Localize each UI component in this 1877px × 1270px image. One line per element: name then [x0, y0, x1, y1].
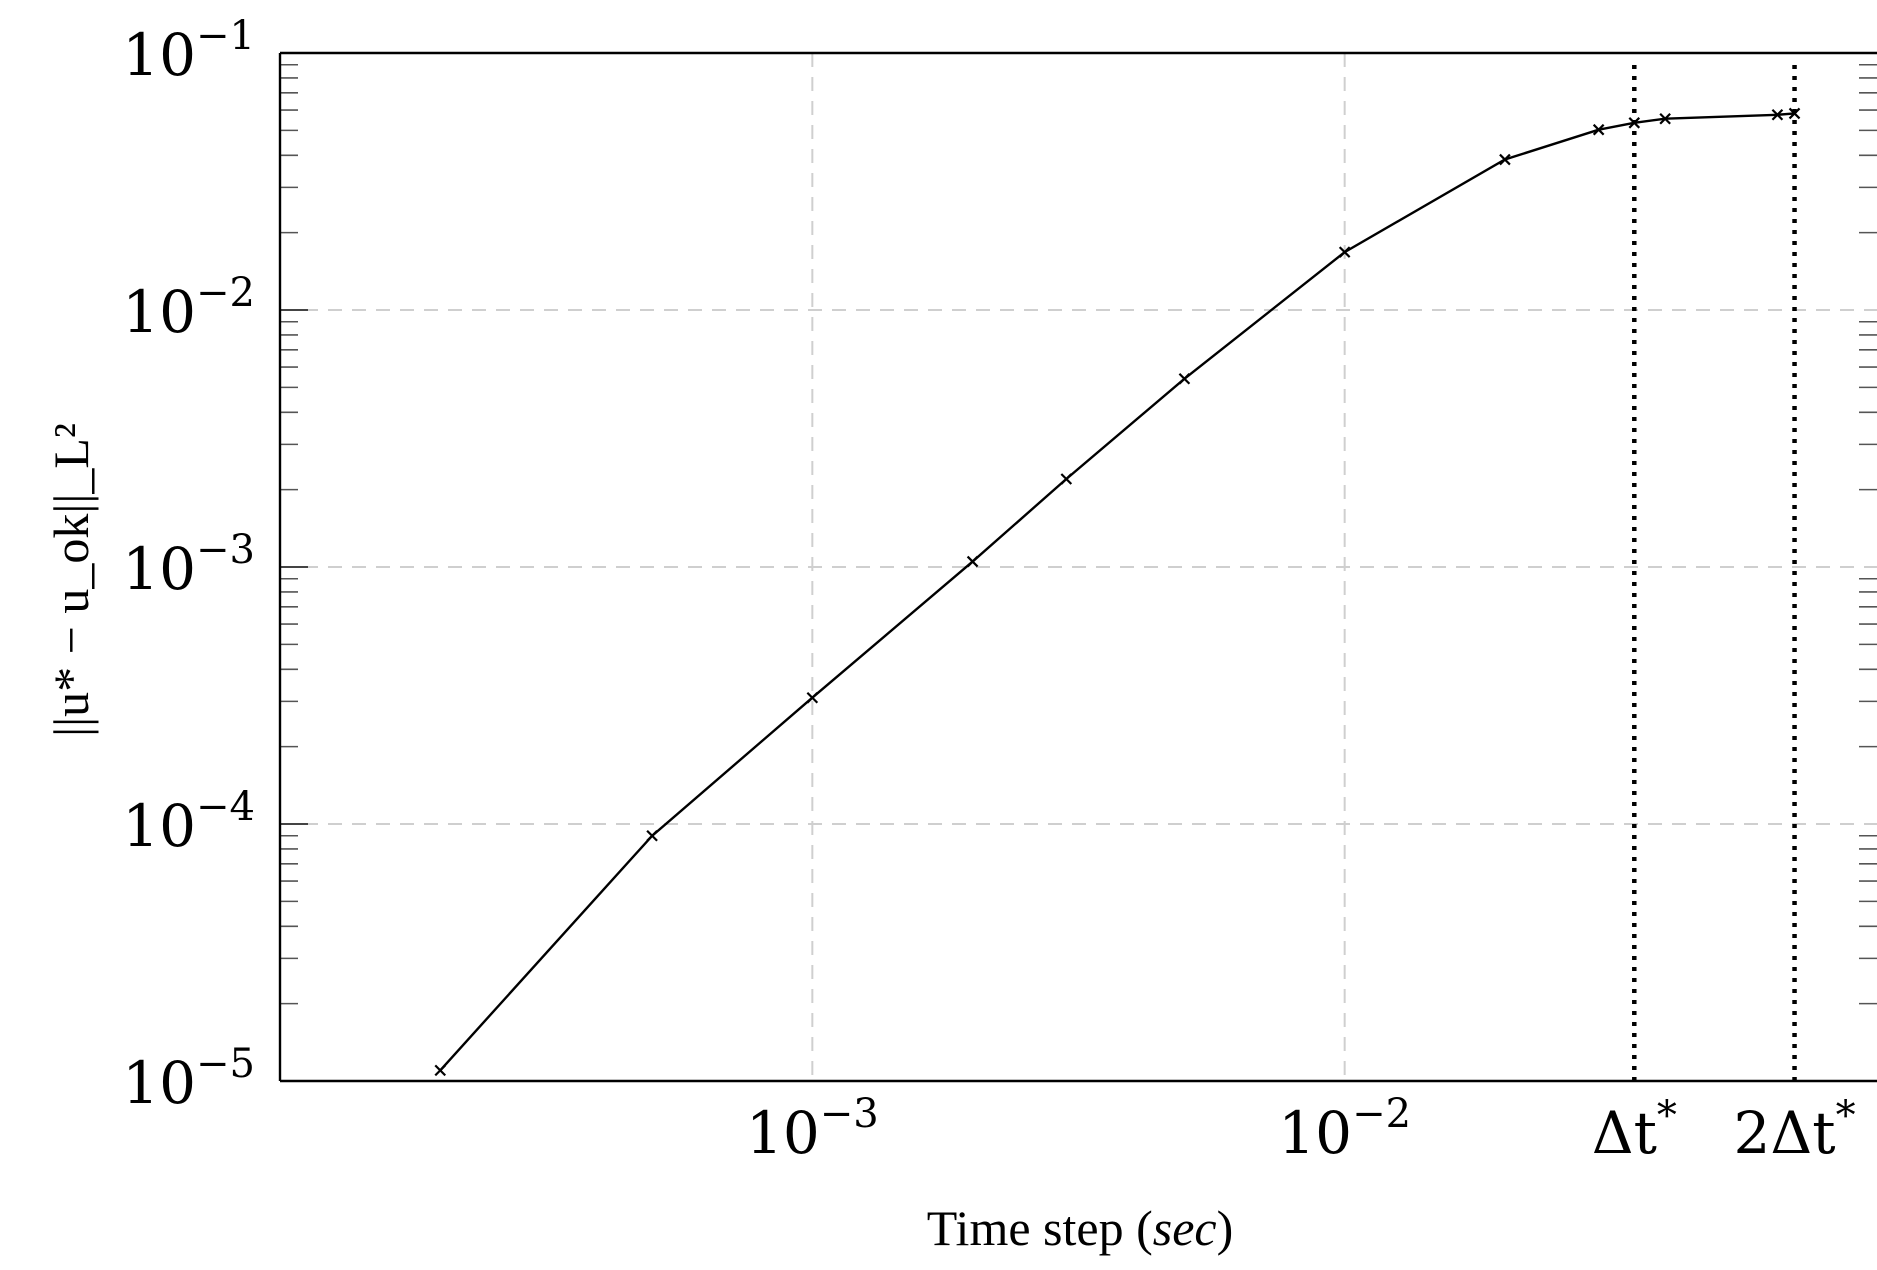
marker-stroke	[1592, 123, 1605, 136]
y-tick-exponent: −4	[196, 784, 255, 830]
minor-ticks	[280, 52, 1877, 1082]
x-axis-unit-open: (	[1136, 1200, 1153, 1256]
y-tick-base: 10	[122, 1049, 196, 1117]
data-point-marker	[646, 829, 658, 842]
marker-stroke	[806, 691, 819, 704]
data-point-marker	[1060, 473, 1073, 485]
data-point-marker	[1659, 112, 1671, 125]
data-point-marker	[1628, 117, 1641, 129]
y-tick-exponent: −1	[196, 13, 255, 59]
marker-stroke	[1178, 372, 1191, 385]
y-tick-base: 10	[122, 278, 196, 346]
data-point-marker	[966, 555, 979, 568]
x-tick-label: 10−2	[1278, 1091, 1411, 1167]
grid	[280, 53, 1877, 1081]
marker-stroke	[1659, 112, 1671, 125]
y-tick-exponent: −3	[196, 527, 255, 573]
data-point-marker	[1771, 108, 1784, 121]
marker-stroke	[434, 1064, 447, 1077]
marker-stroke	[1788, 107, 1801, 120]
y-tick-label: 10−3	[122, 527, 255, 603]
y-axis-title: ||u* − u_ok||_L²	[43, 423, 99, 737]
reference-label-main: 2Δt	[1733, 1099, 1835, 1167]
y-tick-label: 10−2	[122, 270, 255, 346]
y-tick-label: 10−1	[122, 13, 255, 89]
x-axis-unit-close: )	[1217, 1200, 1234, 1256]
y-tick-exponent: −5	[196, 1041, 255, 1087]
y-tick-labels: 10−110−210−310−410−5	[122, 13, 255, 1117]
data-point-marker	[1499, 153, 1511, 166]
y-tick-base: 10	[122, 792, 196, 860]
y-tick-base: 10	[122, 21, 196, 89]
data-point-marker	[1338, 246, 1351, 258]
marker-stroke	[1628, 117, 1641, 129]
series-line	[439, 112, 1795, 1072]
x-axis-title: Time step (sec)	[927, 1200, 1233, 1256]
data-point-marker	[806, 691, 819, 704]
data-point-marker	[1592, 123, 1605, 136]
marker-stroke	[1338, 246, 1351, 258]
marker-stroke	[1060, 473, 1073, 485]
data-point-marker	[1178, 372, 1191, 385]
x-tick-labels: 10−3 10−2 Δt* 2Δt*	[746, 1091, 1856, 1167]
x-tick-exponent: −2	[1352, 1091, 1411, 1137]
marker-stroke	[1499, 153, 1511, 166]
reference-label-sup: *	[1836, 1093, 1856, 1139]
reference-label-main: Δt	[1592, 1099, 1657, 1167]
reference-line-label: Δt*	[1592, 1093, 1677, 1167]
data-point-marker	[434, 1064, 447, 1077]
x-tick-base: 10	[746, 1099, 820, 1167]
reference-line-label: 2Δt*	[1733, 1093, 1855, 1167]
data-point-marker	[1788, 107, 1801, 120]
y-tick-exponent: −2	[196, 270, 255, 316]
x-tick-label: 10−3	[746, 1091, 879, 1167]
x-tick-exponent: −3	[820, 1091, 879, 1137]
x-tick-base: 10	[1278, 1099, 1352, 1167]
reference-lines	[1632, 65, 1797, 1081]
marker-stroke	[966, 555, 979, 568]
x-axis-label: Time step	[927, 1200, 1124, 1256]
y-tick-label: 10−5	[122, 1041, 255, 1117]
x-axis-unit: sec	[1153, 1200, 1217, 1256]
axes-frame	[278, 51, 1877, 1083]
marker-stroke	[646, 829, 658, 842]
reference-label-sup: *	[1657, 1093, 1677, 1139]
y-tick-label: 10−4	[122, 784, 255, 860]
data-series	[434, 107, 1801, 1077]
y-tick-base: 10	[122, 535, 196, 603]
marker-stroke	[1771, 108, 1784, 121]
